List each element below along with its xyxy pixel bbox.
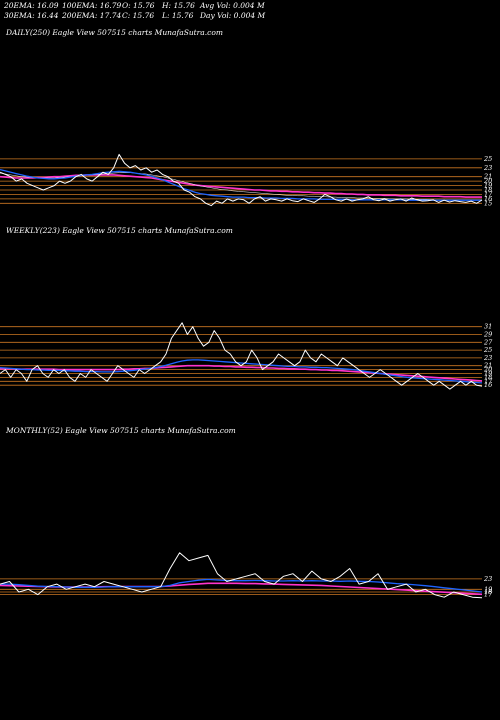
weekly-tick-label: 23 — [483, 354, 492, 362]
monthly-tick-label: 18 — [484, 588, 492, 596]
weekly-tick-label: 16 — [484, 381, 492, 389]
weekly-panel-title: WEEKLY(223) Eagle View 507515 charts Mun… — [6, 226, 233, 235]
weekly-tick-label: 20 — [483, 366, 492, 374]
monthly-price-line — [0, 552, 483, 599]
ema100-label: 100EMA: 16.79 — [62, 1, 122, 10]
weekly-tick-label: 21 — [483, 362, 492, 370]
weekly-tick-label: 29 — [483, 331, 492, 339]
weekly-ema-long-line — [0, 364, 483, 382]
daily-price-line — [0, 153, 483, 207]
ema20-label: 20EMA: 16.09 — [4, 1, 59, 10]
weekly-tick-label: 19 — [484, 370, 492, 378]
high-label: H: 15.76 — [162, 1, 195, 10]
monthly-tick-label: 19 — [484, 585, 492, 593]
daily-tick-label: 16 — [484, 195, 492, 203]
low-label: L: 15.76 — [162, 11, 194, 20]
daily-tick-label: 19 — [484, 182, 492, 190]
weekly-ema-short-line — [0, 359, 483, 384]
monthly-tick-label: 17 — [484, 591, 493, 599]
weekly-price-line — [0, 322, 483, 390]
weekly-tick-label: 17 — [484, 377, 493, 385]
weekly-tick-label: 25 — [483, 346, 492, 354]
weekly-tick-label: 27 — [483, 338, 493, 346]
monthly-tick-label: 23 — [483, 575, 492, 583]
avg-vol-label: Avg Vol: 0.004 M — [200, 1, 265, 10]
day-vol-label: Day Vol: 0.004 M — [200, 11, 266, 20]
daily-tick-label: 18 — [484, 186, 492, 194]
daily-tick-label: 23 — [483, 164, 492, 172]
daily-panel-title: DAILY(250) Eagle View 507515 charts Muna… — [6, 28, 223, 37]
daily-tick-label: 25 — [483, 155, 492, 163]
daily-tick-label: 15 — [484, 199, 492, 207]
monthly-panel-title: MONTHLY(52) Eagle View 507515 charts Mun… — [6, 426, 236, 435]
daily-ema-short-line — [0, 168, 482, 201]
open-label: O: 15.76 — [122, 1, 155, 10]
ema200-label: 200EMA: 17.74 — [62, 11, 122, 20]
close-label: C: 15.76 — [122, 11, 155, 20]
monthly-ema-short-line — [0, 578, 483, 593]
ema30-label: 30EMA: 16.44 — [4, 11, 59, 20]
daily-tick-label: 20 — [483, 177, 492, 185]
weekly-tick-label: 18 — [484, 373, 492, 381]
daily-tick-label: 21 — [483, 173, 492, 181]
weekly-tick-label: 31 — [484, 323, 492, 331]
daily-tick-label: 17 — [484, 190, 493, 198]
